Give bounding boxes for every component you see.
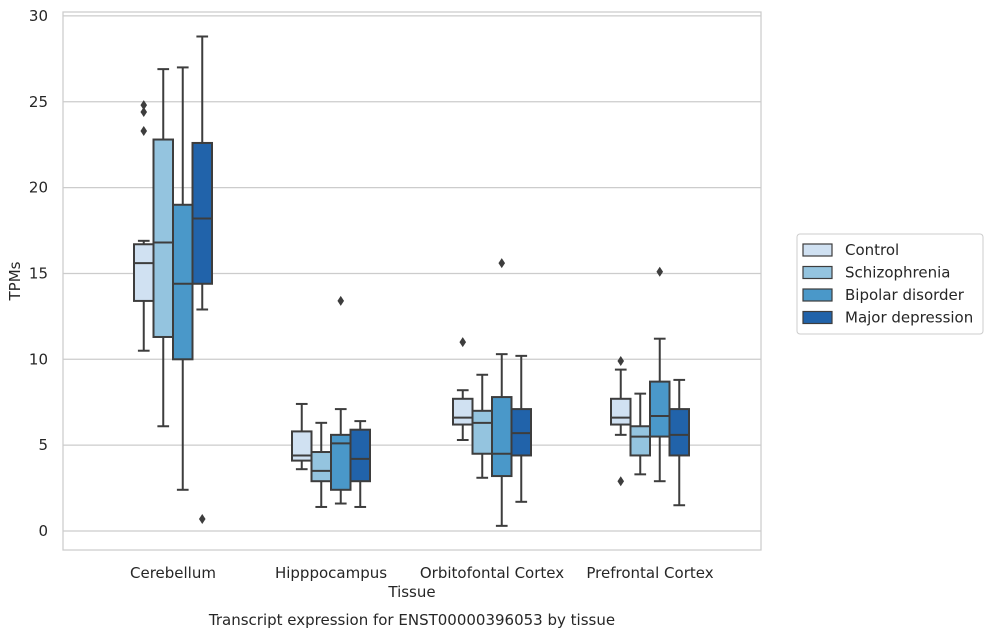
box-group — [310, 421, 332, 508]
outlier-point — [140, 100, 148, 111]
outlier-point — [337, 295, 345, 306]
x-axis-label: Tissue — [387, 583, 435, 601]
box-group — [152, 68, 174, 428]
box-iqr — [152, 138, 174, 338]
box-group — [668, 378, 690, 507]
box-iqr — [191, 141, 213, 285]
legend-entry-label: Schizophrenia — [845, 264, 950, 282]
box-group — [452, 337, 474, 441]
x-tick-label: Cerebellum — [130, 564, 216, 582]
box-group — [629, 392, 651, 476]
plot-area-frame — [62, 11, 762, 551]
box-iqr — [452, 397, 474, 426]
outlier-point — [140, 125, 148, 136]
box-group — [610, 356, 632, 487]
legend: Control Schizophrenia Bipolar disorder Majo… — [796, 233, 984, 335]
legend-swatch — [802, 265, 833, 280]
box-iqr — [649, 380, 671, 438]
legend-swatch — [802, 288, 833, 302]
box-group — [510, 354, 532, 503]
y-tick-label: 30 — [29, 7, 48, 25]
box-group — [471, 373, 493, 479]
y-tick-label: 10 — [29, 350, 48, 368]
box-iqr — [349, 428, 371, 483]
box-iqr — [172, 203, 194, 361]
outlier-point — [198, 513, 206, 524]
legend-swatch — [802, 243, 833, 257]
y-tick-label: 20 — [29, 179, 48, 197]
x-tick-label: Orbitofontal Cortex — [420, 564, 564, 582]
y-axis-ticks: 0 5 10 15 20 25 30 — [29, 7, 48, 540]
chart-caption: Transcript expression for ENST0000039605… — [208, 611, 615, 629]
legend-entry-label: Major depression — [845, 309, 973, 327]
box-iqr — [291, 430, 313, 462]
box-group — [291, 402, 313, 471]
box-iqr — [491, 396, 513, 478]
x-tick-label: Hipppocampus — [275, 564, 387, 582]
outlier-point — [656, 266, 664, 277]
box-iqr — [668, 408, 690, 457]
box-iqr — [629, 425, 651, 457]
legend-entry-label: Control — [845, 241, 899, 259]
box-iqr — [310, 451, 332, 483]
box-iqr — [610, 397, 632, 426]
box-group — [172, 66, 194, 491]
y-tick-label: 5 — [38, 436, 48, 454]
legend-swatch — [802, 310, 833, 325]
legend-frame — [796, 233, 984, 335]
outlier-point — [617, 356, 625, 367]
y-tick-label: 15 — [29, 264, 48, 282]
box-group — [133, 100, 155, 352]
y-tick-label: 0 — [38, 522, 48, 540]
outlier-point — [498, 258, 506, 269]
legend-entry-label: Bipolar disorder — [845, 286, 965, 304]
box-group — [649, 266, 671, 483]
x-tick-label: Prefrontal Cortex — [586, 564, 713, 582]
box-group — [330, 295, 352, 505]
box-iqr — [133, 243, 155, 302]
outlier-point — [140, 107, 148, 118]
outlier-point — [617, 476, 625, 487]
y-tick-label: 25 — [29, 93, 48, 111]
box-groups — [133, 35, 690, 527]
box-group — [349, 420, 371, 508]
x-axis-ticks: Cerebellum Hipppocampus Orbitofontal Corte… — [130, 564, 714, 582]
box-iqr — [471, 409, 493, 455]
y-axis-label: TPMs — [6, 261, 24, 301]
outlier-point — [459, 337, 467, 348]
box-group — [491, 258, 513, 527]
box-group — [191, 35, 213, 524]
